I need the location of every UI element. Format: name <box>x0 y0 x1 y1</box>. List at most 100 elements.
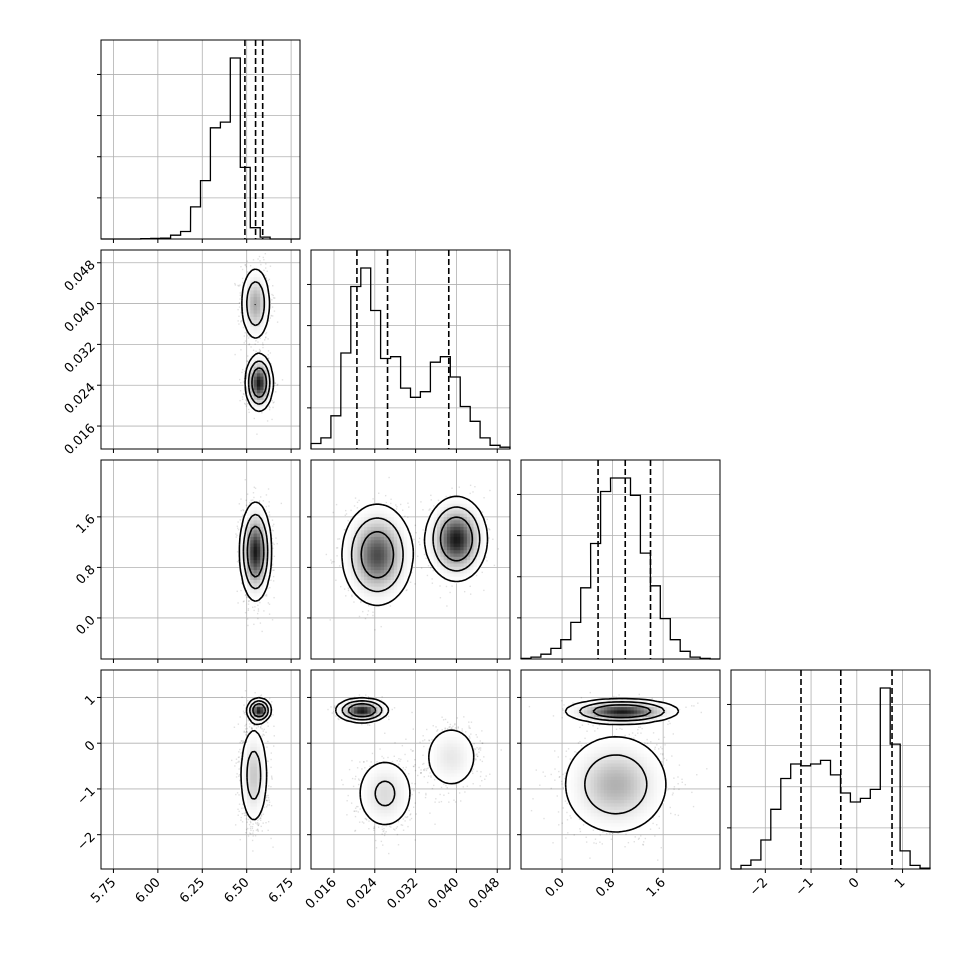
scatter-point <box>417 556 418 557</box>
scatter-point <box>241 510 242 511</box>
scatter-point <box>269 511 270 512</box>
scatter-point <box>492 539 493 540</box>
scatter-point <box>337 538 338 539</box>
scatter-point <box>354 505 355 506</box>
scatter-point <box>410 582 411 583</box>
scatter-point <box>273 401 274 402</box>
scatter-point <box>260 338 261 339</box>
scatter-point <box>272 525 273 526</box>
panel-1-0 <box>101 250 300 449</box>
scatter-point <box>367 614 368 615</box>
scatter-point <box>414 583 415 584</box>
scatter-point <box>270 317 271 318</box>
scatter-point <box>240 295 241 296</box>
scatter-point <box>271 294 272 295</box>
scatter-point <box>489 490 490 491</box>
scatter-point <box>265 253 266 254</box>
scatter-point <box>272 306 273 307</box>
scatter-point <box>246 505 247 506</box>
scatter-point <box>431 578 432 579</box>
axes-frame <box>101 250 300 449</box>
scatter-point <box>265 267 266 268</box>
scatter-point <box>345 510 346 511</box>
scatter-point <box>253 624 254 625</box>
scatter-point <box>245 500 246 501</box>
scatter-point <box>260 496 261 497</box>
scatter-point <box>248 601 249 602</box>
scatter-point <box>256 433 257 434</box>
scatter-point <box>346 513 347 514</box>
scatter-point <box>282 379 283 380</box>
scatter-point <box>247 618 248 619</box>
scatter-point <box>345 595 346 596</box>
scatter-point <box>241 372 242 373</box>
scatter-point <box>483 497 484 498</box>
scatter-point <box>396 506 397 507</box>
scatter-point <box>272 565 273 566</box>
scatter-point <box>243 393 244 394</box>
scatter-point <box>272 407 273 408</box>
scatter-point <box>237 551 238 552</box>
scatter-point <box>244 335 245 336</box>
scatter-point <box>239 284 240 285</box>
scatter-point <box>239 298 240 299</box>
scatter-point <box>418 541 419 542</box>
scatter-point <box>271 299 272 300</box>
scatter-point <box>406 590 407 591</box>
scatter-point <box>240 349 241 350</box>
scatter-point <box>431 499 432 500</box>
scatter-point <box>433 570 434 571</box>
scatter-point <box>240 590 241 591</box>
scatter-point <box>240 382 241 383</box>
scatter-point <box>269 587 270 588</box>
scatter-point <box>498 548 499 549</box>
scatter-point <box>253 259 254 260</box>
scatter-point <box>269 501 270 502</box>
scatter-point <box>487 519 488 520</box>
scatter-point <box>241 320 242 321</box>
scatter-point <box>260 264 261 265</box>
scatter-point <box>432 583 433 584</box>
scatter-point <box>390 499 391 500</box>
scatter-point <box>265 333 266 334</box>
scatter-point <box>390 503 391 504</box>
scatter-point <box>263 259 264 260</box>
scatter-point <box>268 357 269 358</box>
scatter-point <box>272 619 273 620</box>
scatter-point <box>263 270 264 271</box>
scatter-point <box>263 500 264 501</box>
scatter-point <box>237 602 238 603</box>
scatter-point <box>242 369 243 370</box>
scatter-point <box>272 548 273 549</box>
scatter-point <box>407 503 408 504</box>
scatter-point <box>245 612 246 613</box>
scatter-point <box>396 508 397 509</box>
scatter-point <box>260 622 261 623</box>
scatter-point <box>253 492 254 493</box>
scatter-point <box>488 537 489 538</box>
scatter-point <box>257 341 258 342</box>
scatter-point <box>235 284 236 285</box>
scatter-point <box>331 562 332 563</box>
scatter-point <box>246 266 247 267</box>
scatter-point <box>272 519 273 520</box>
scatter-point <box>254 344 255 345</box>
scatter-point <box>266 594 267 595</box>
scatter-point <box>428 565 429 566</box>
scatter-point <box>259 602 260 603</box>
scatter-point <box>234 354 235 355</box>
scatter-point <box>257 618 258 619</box>
scatter-point <box>446 605 447 606</box>
scatter-point <box>344 529 345 530</box>
scatter-point <box>270 352 271 353</box>
scatter-point <box>253 610 254 611</box>
scatter-point <box>269 604 270 605</box>
scatter-point <box>272 400 273 401</box>
scatter-point <box>277 543 278 544</box>
scatter-point <box>242 282 243 283</box>
scatter-point <box>268 350 269 351</box>
scatter-point <box>275 383 276 384</box>
scatter-point <box>340 586 341 587</box>
scatter-point <box>266 506 267 507</box>
